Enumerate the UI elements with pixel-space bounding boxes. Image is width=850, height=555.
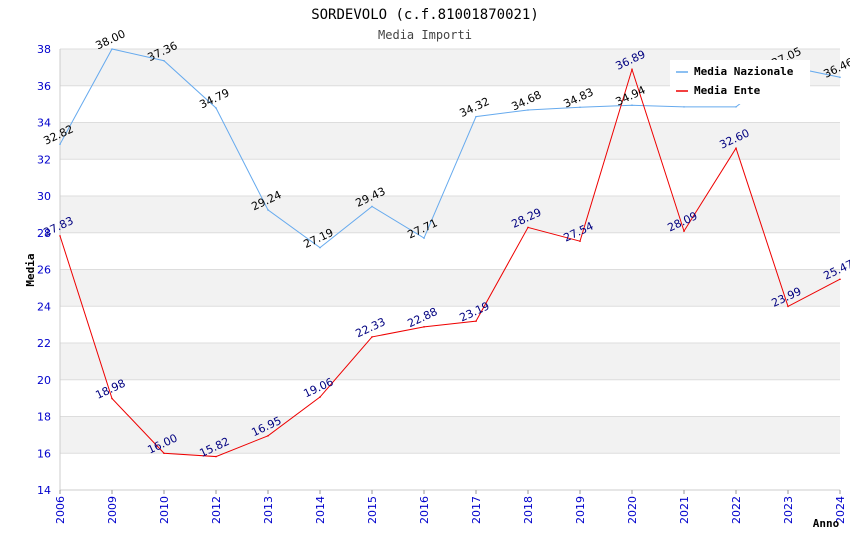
point-nazionale — [59, 143, 61, 145]
point-nazionale — [423, 237, 425, 239]
y-tick-label: 34 — [37, 117, 51, 130]
y-tick-label: 32 — [37, 153, 51, 166]
point-nazionale — [839, 76, 841, 79]
y-tick-label: 18 — [37, 411, 51, 424]
plot-band — [60, 122, 840, 160]
x-tick-label: 2009 — [106, 496, 119, 524]
plot-band — [60, 196, 840, 233]
point-nazionale — [215, 107, 217, 109]
point-ente — [319, 396, 321, 398]
data-label-nazionale: 34.79 — [197, 86, 231, 111]
x-tick-label: 2016 — [418, 496, 431, 524]
point-ente — [163, 452, 165, 455]
point-ente — [59, 235, 61, 237]
y-tick-label: 36 — [37, 80, 51, 93]
x-tick-label: 2006 — [54, 496, 67, 524]
point-ente — [683, 230, 685, 232]
series-line-nazionale — [59, 48, 841, 249]
y-tick-label: 26 — [37, 264, 51, 277]
gridlines — [59, 48, 841, 494]
point-nazionale — [735, 106, 737, 108]
data-label-ente: 22.33 — [353, 315, 387, 340]
point-nazionale — [475, 115, 477, 118]
chart-subtitle: Media Importi — [378, 28, 472, 42]
x-tick-label: 2012 — [210, 496, 223, 524]
y-tick-label: 38 — [37, 43, 51, 56]
x-tick-label: 2020 — [626, 496, 639, 524]
y-tick-label: 20 — [37, 374, 51, 387]
point-ente — [787, 305, 789, 308]
y-tick-label: 14 — [37, 484, 51, 497]
y-tick-labels: 14 16 18 20 22 24 26 28 30 32 34 36 38 — [37, 43, 51, 497]
y-tick-label: 22 — [37, 337, 51, 350]
x-tick-label: 2013 — [262, 496, 275, 524]
data-label-ente: 22.88 — [405, 305, 439, 330]
x-tick-label: 2021 — [678, 496, 691, 524]
x-tick-label: 2023 — [782, 496, 795, 524]
legend-label-ente: Media Ente — [694, 84, 761, 97]
y-tick-label: 16 — [37, 447, 51, 460]
point-ente — [111, 397, 113, 400]
x-tick-label: 2017 — [470, 496, 483, 524]
point-ente — [371, 336, 373, 338]
point-nazionale — [371, 205, 373, 208]
x-tick-label: 2019 — [574, 496, 587, 524]
x-tick-label: 2022 — [730, 496, 743, 524]
x-tick-label: 2024 — [834, 496, 847, 524]
point-ente — [735, 147, 737, 150]
data-label-ente: 18.98 — [93, 377, 127, 402]
point-nazionale — [111, 48, 113, 50]
point-nazionale — [631, 104, 633, 107]
point-nazionale — [683, 106, 685, 108]
series-line-ente — [59, 67, 841, 458]
point-ente — [527, 226, 529, 229]
point-ente — [423, 326, 425, 328]
y-tick-label: 24 — [37, 300, 51, 313]
data-label-nazionale: 34.32 — [457, 95, 491, 120]
point-nazionale — [319, 246, 321, 249]
y-tick-label: 28 — [37, 227, 51, 240]
point-nazionale — [267, 209, 269, 211]
chart-title: SORDEVOLO (c.f.81001870021) — [311, 7, 539, 23]
plot-bands — [60, 49, 840, 454]
plot-band — [60, 343, 840, 380]
point-nazionale — [527, 109, 529, 111]
point-ente — [475, 320, 477, 322]
x-tick-label: 2010 — [158, 496, 171, 524]
point-nazionale — [163, 59, 165, 62]
y-axis-label: Media — [24, 253, 37, 286]
x-tick-label: 2014 — [314, 496, 327, 524]
point-ente — [839, 278, 841, 281]
series-lines — [59, 48, 841, 458]
plot-band — [60, 269, 840, 307]
point-nazionale — [579, 106, 581, 109]
x-tick-label: 2015 — [366, 496, 379, 524]
point-ente — [267, 434, 269, 437]
y-tick-label: 30 — [37, 190, 51, 203]
x-tick-label: 2018 — [522, 496, 535, 524]
legend-label-nazionale: Media Nazionale — [694, 65, 794, 78]
data-label-ente: 27.83 — [41, 214, 75, 239]
x-axis-label: Anno — [813, 517, 840, 530]
point-ente — [631, 68, 633, 71]
point-ente — [215, 455, 217, 458]
plot-band — [60, 416, 840, 454]
legend-box — [670, 60, 810, 104]
legend: Media Nazionale Media Ente — [670, 60, 810, 104]
point-ente — [579, 240, 581, 243]
x-tick-labels: 2006 2009 2010 2012 2013 2014 2015 2016 2017 2018… — [54, 496, 847, 524]
